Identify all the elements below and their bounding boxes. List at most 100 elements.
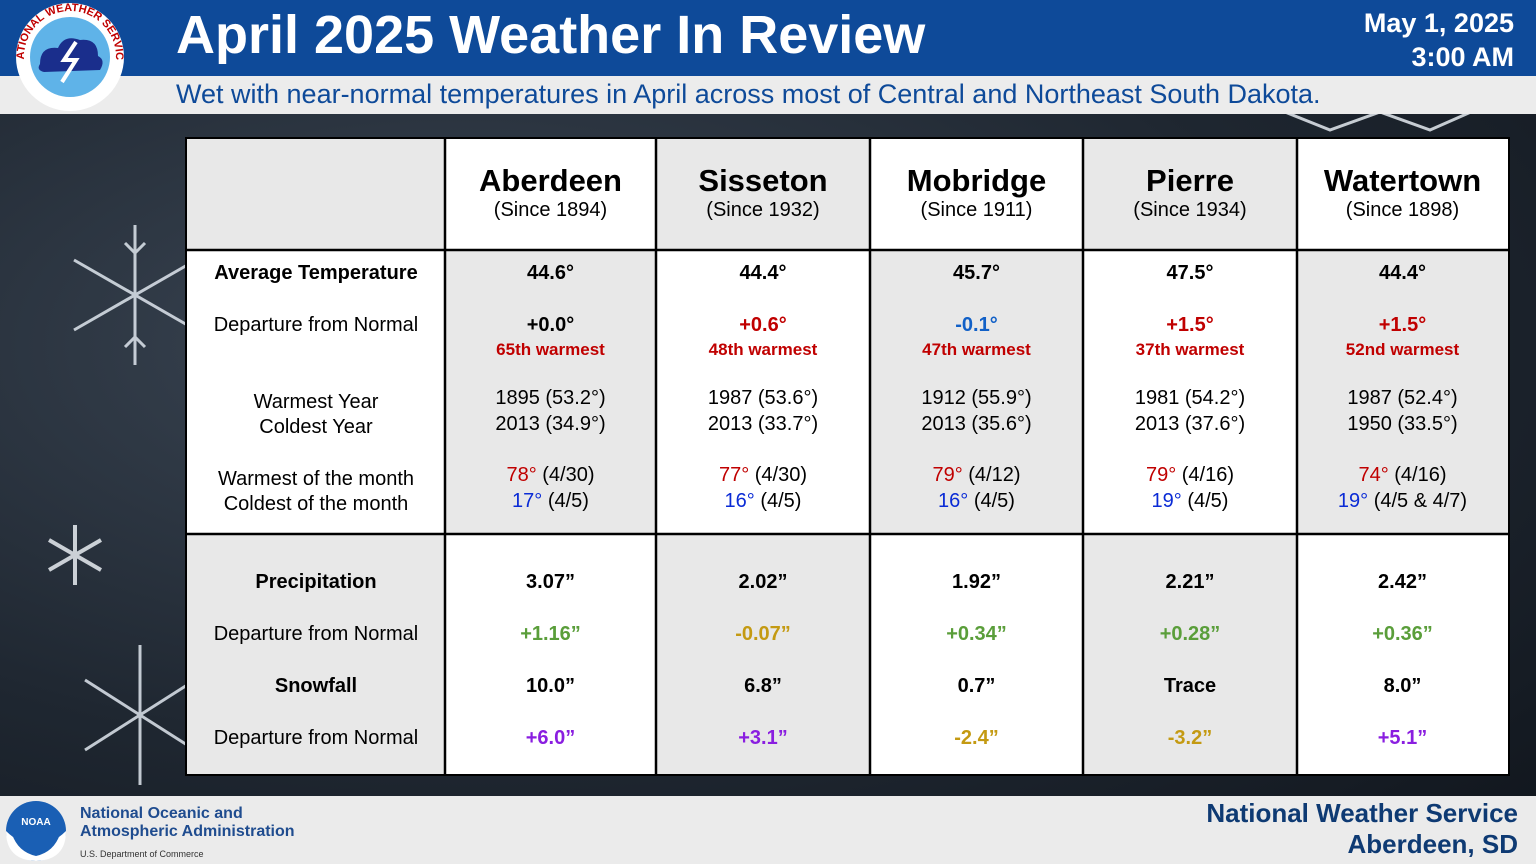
label-temp-departure: Departure from Normal [213, 314, 419, 336]
nws-logo-icon: NATIONAL WEATHER SERVICE [10, 2, 125, 111]
subtitle-bar [0, 76, 1536, 114]
station-name: Aberdeen [479, 163, 622, 198]
svg-text:NOAA: NOAA [21, 817, 50, 828]
label-warmest-year: Warmest Year [253, 391, 379, 413]
rank-value: 37th warmest [1135, 340, 1245, 359]
warmest-temp: 79° [932, 464, 963, 486]
precip-departure-value: -0.07” [735, 623, 791, 645]
warmest-date: (4/16) [1388, 464, 1447, 486]
label-warmest-month: Warmest of the month [218, 468, 414, 490]
station-header: Mobridge (Since 1911) [870, 164, 1083, 222]
noaa-logo-icon: NOAA [6, 801, 66, 861]
coldest-date: (4/5) [754, 490, 802, 512]
warmest-month-value: 77° (4/30) [656, 464, 870, 487]
snowfall-value: 6.8” [744, 675, 782, 697]
coldest-month-value: 19° (4/5) [1083, 490, 1297, 513]
station-since: (Since 1934) [1133, 199, 1247, 221]
warmest-month-value: 74° (4/16) [1297, 464, 1508, 487]
warmest-temp: 77° [718, 464, 750, 486]
coldest-date: (4/5) [968, 490, 1015, 512]
snowfall-value: 10.0” [526, 675, 575, 697]
temp-departure-value: +1.5° [1166, 314, 1214, 336]
page-title: April 2025 Weather In Review [176, 5, 926, 65]
temp-cell-bg [1297, 250, 1508, 534]
avg-temp-value: 47.5° [1166, 262, 1214, 284]
station-since: (Since 1911) [920, 199, 1033, 221]
precip-departure-value: +1.16” [520, 623, 581, 645]
table-grid [187, 139, 1508, 774]
coldest-temp: 16° [938, 490, 969, 512]
issue-date: May 1, 2025 [1363, 8, 1514, 38]
warmest-temp: 74° [1358, 464, 1389, 486]
noaa-name: National Oceanic and Atmospheric Adminis… [80, 805, 295, 863]
coldest-year-value: 2013 (34.9°) [495, 413, 606, 435]
warmest-year-value: 1987 (53.6°) [707, 387, 819, 409]
snowfall-value: 0.7” [957, 675, 996, 697]
temp-departure-value: +0.0° [526, 314, 575, 336]
warmest-date: (4/12) [962, 464, 1021, 486]
coldest-temp: 16° [724, 490, 755, 512]
warmest-year-value: 1895 (53.2°) [495, 387, 606, 409]
precip-departure-value: +0.36” [1372, 623, 1433, 645]
coldest-year-value: 2013 (35.6°) [921, 413, 1032, 435]
snow-departure-value: +3.1” [738, 727, 788, 749]
snow-departure-value: -2.4” [954, 727, 999, 749]
precip-cell-bg [1297, 534, 1508, 774]
rank-value: 65th warmest [496, 340, 605, 359]
station-header: Watertown (Since 1898) [1297, 164, 1508, 222]
snow-departure-value: +6.0” [525, 727, 576, 749]
header-cell-bg [870, 139, 1083, 250]
header-cell-bg [656, 139, 870, 250]
label-precip: Precipitation [255, 571, 377, 593]
precip-value: 1.92” [952, 571, 1001, 593]
avg-temp-value: 44.4° [1379, 262, 1426, 284]
snowflake-icon [84, 645, 196, 785]
snowfall-value: Trace [1163, 675, 1217, 697]
noaa-name-line2: Atmospheric Administration [80, 823, 295, 840]
footer-bar [0, 796, 1536, 864]
label-precip-departure: Departure from Normal [213, 623, 419, 645]
noaa-name-line1: National Oceanic and [80, 805, 243, 822]
label-snowfall: Snowfall [274, 675, 358, 697]
snowfall-value: 8.0” [1383, 675, 1422, 697]
station-name: Mobridge [906, 163, 1047, 198]
coldest-year-value: 2013 (33.7°) [707, 413, 819, 435]
header-cell-bg [1297, 139, 1508, 250]
warmest-temp: 78° [506, 464, 537, 486]
warmest-temp: 79° [1145, 464, 1177, 486]
coldest-temp: 19° [1151, 490, 1182, 512]
noaa-dept: U.S. Department of Commerce [80, 849, 204, 859]
snowflake-icon [48, 525, 102, 585]
climate-table: Average Temperature Departure from Norma… [185, 137, 1510, 776]
station-name: Pierre [1146, 163, 1234, 198]
warmest-date: (4/16) [1176, 464, 1235, 486]
avg-temp-value: 45.7° [953, 262, 1000, 284]
station-name: Sisseton [698, 163, 828, 198]
temp-departure-value: +1.5° [1378, 314, 1427, 336]
station-header: Aberdeen (Since 1894) [445, 164, 656, 222]
header-cell-bg [445, 139, 656, 250]
precip-cell-bg [870, 534, 1083, 774]
coldest-month-value: 16° (4/5) [870, 490, 1083, 513]
rank-value: 47th warmest [922, 340, 1031, 359]
warmest-month-value: 78° (4/30) [445, 464, 656, 487]
temp-cell-bg [445, 250, 656, 534]
warmest-year-value: 1987 (52.4°) [1347, 387, 1458, 409]
issue-datetime: May 1, 2025 3:00 AM [1364, 6, 1514, 74]
temp-cell-bg [187, 250, 445, 534]
label-coldest-year: Coldest Year [259, 416, 373, 438]
office-line2: Aberdeen, SD [1347, 829, 1519, 859]
station-since: (Since 1894) [493, 199, 608, 221]
header-cell-bg [187, 139, 445, 250]
precip-value: 2.02” [738, 571, 788, 593]
precip-value: 2.21” [1165, 571, 1215, 593]
coldest-month-value: 16° (4/5) [656, 490, 870, 513]
coldest-temp: 17° [512, 490, 543, 512]
station-header: Sisseton (Since 1932) [656, 164, 870, 222]
precip-cell-bg [445, 534, 656, 774]
label-coldest-month: Coldest of the month [223, 493, 409, 515]
warmest-month-value: 79° (4/16) [1083, 464, 1297, 487]
station-since: (Since 1932) [706, 199, 820, 221]
precip-cell-bg [187, 534, 445, 774]
coldest-month-value: 19° (4/5 & 4/7) [1297, 490, 1508, 513]
